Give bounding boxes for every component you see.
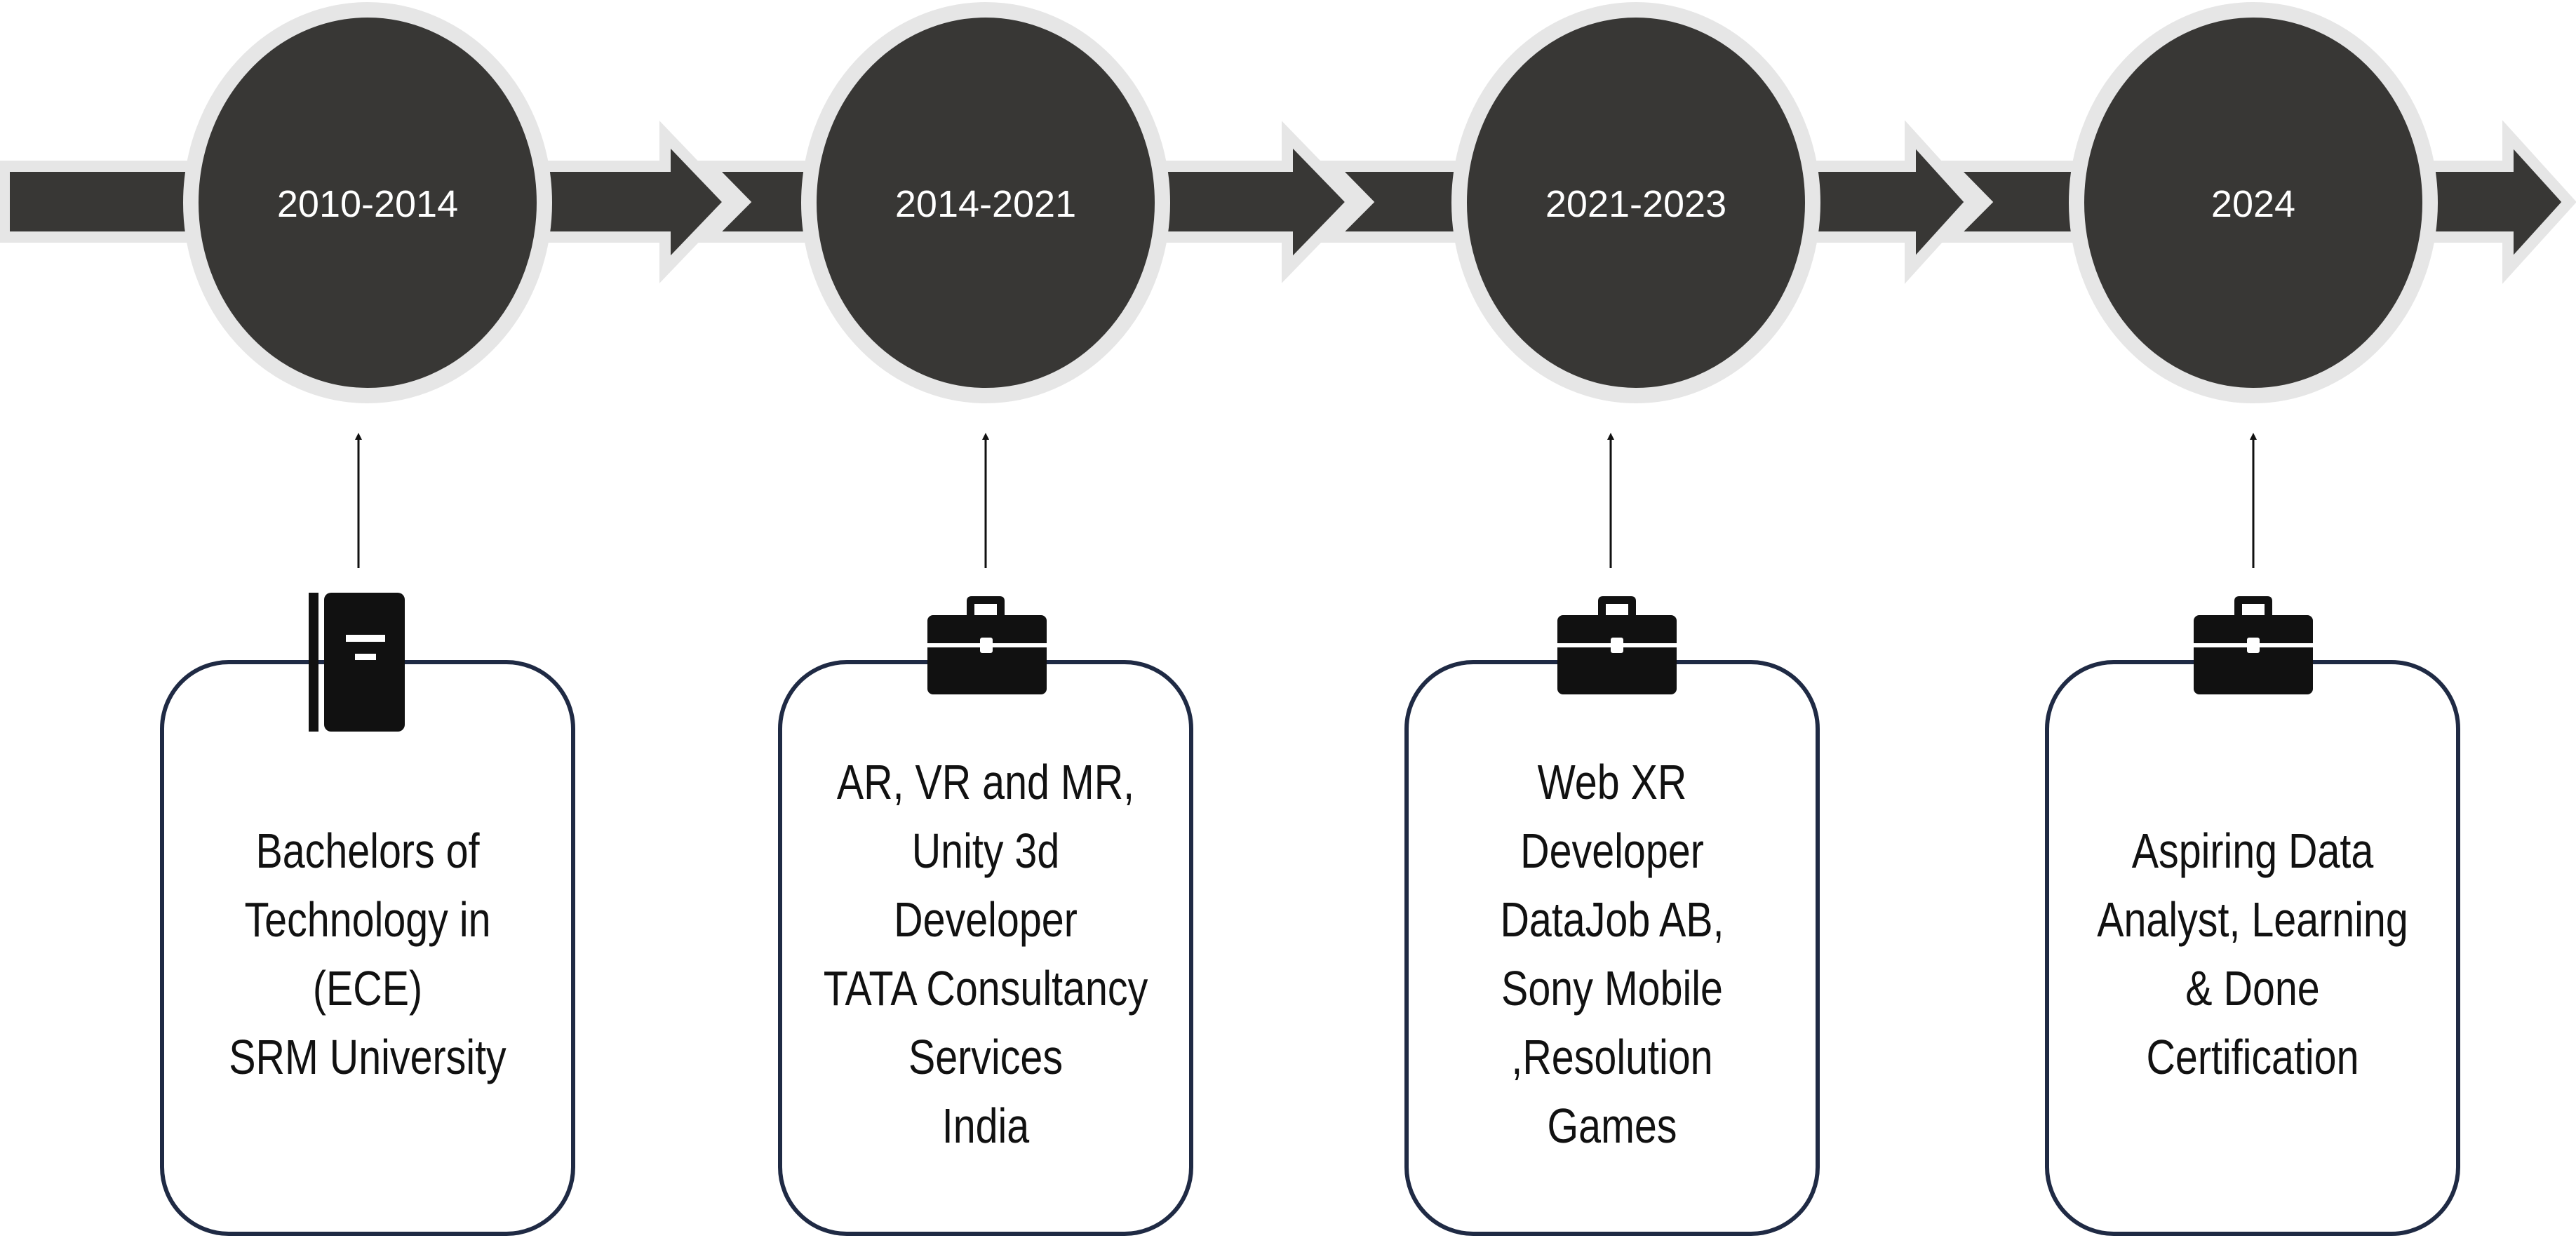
milestone-year: 2021-2023: [1545, 183, 1726, 225]
milestone-2: 2014-2021: [801, 2, 1170, 403]
card-2-text: AR, VR and MR, Unity 3d Developer TATA C…: [819, 744, 1153, 1164]
milestone-3: 2021-2023: [1451, 2, 1820, 403]
card-line: (ECE): [312, 961, 423, 1016]
briefcase-icon: [927, 596, 1047, 694]
milestone-4: 2024: [2069, 2, 2438, 403]
card-line: Web XR: [1537, 755, 1687, 809]
milestone-year: 2014-2021: [895, 183, 1076, 225]
card-line: SRM University: [229, 1030, 507, 1084]
card-4-text: Aspiring Data Analyst, Learning & Done C…: [2086, 814, 2420, 1094]
card-line: DataJob AB,: [1500, 892, 1724, 947]
card-1-text: Bachelors of Technology in (ECE) SRM Uni…: [201, 814, 535, 1094]
briefcase-icon: [2194, 596, 2313, 694]
card-line: AR, VR and MR,: [836, 755, 1135, 809]
card-line: ,Resolution: [1511, 1030, 1713, 1084]
card-line: Games: [1547, 1098, 1677, 1153]
card-line: Bachelors of: [255, 823, 480, 878]
card-line: Technology in: [244, 892, 491, 947]
milestone-year: 2024: [2211, 183, 2295, 225]
milestone-1: 2010-2014: [183, 2, 552, 403]
card-line: Developer: [894, 892, 1078, 947]
card-line: Sony Mobile: [1501, 961, 1723, 1016]
book-icon: [309, 593, 405, 732]
card-line: Aspiring Data: [2131, 823, 2374, 878]
card-line: Certification: [2146, 1030, 2359, 1084]
card-line: Analyst, Learning: [2097, 892, 2408, 947]
card-line: Services: [908, 1030, 1064, 1084]
card-line: & Done: [2185, 961, 2320, 1016]
card-line: India: [941, 1098, 1030, 1153]
briefcase-icon: [1557, 596, 1677, 694]
card-line: Unity 3d: [911, 823, 1060, 878]
milestone-year: 2010-2014: [277, 183, 458, 225]
card-3-text: Web XR Developer DataJob AB, Sony Mobile…: [1445, 744, 1779, 1164]
card-line: TATA Consultancy: [823, 961, 1148, 1016]
card-line: Developer: [1520, 823, 1704, 878]
